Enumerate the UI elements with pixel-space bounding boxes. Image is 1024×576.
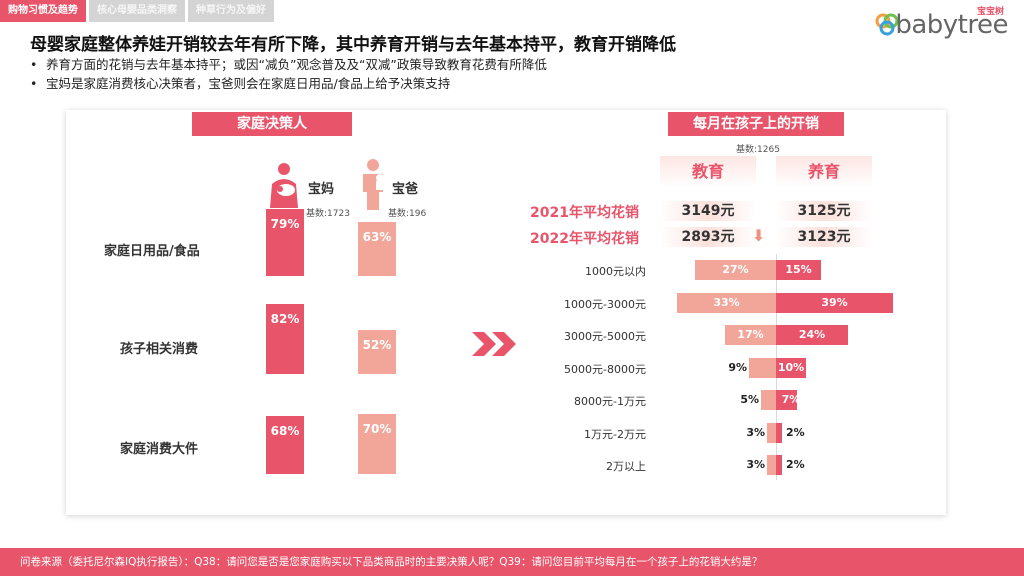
range-label: 1000元以内 bbox=[585, 265, 646, 278]
bar-care-label: 24% bbox=[798, 328, 826, 341]
bar-mom-1: 82% bbox=[266, 304, 304, 374]
logo-icon bbox=[875, 13, 899, 36]
tab-category-insight[interactable]: 核心母婴品类洞察 bbox=[89, 0, 185, 22]
bar-edu-label: 5% bbox=[740, 393, 759, 406]
bar-mom-0: 79% bbox=[266, 209, 304, 276]
spend-title: 每月在孩子上的开销 bbox=[668, 112, 844, 136]
range-label: 5000元-8000元 bbox=[564, 363, 646, 376]
mom-base: 基数:1723 bbox=[306, 209, 350, 219]
bar-edu-label: 17% bbox=[737, 328, 764, 341]
spend-base: 基数:1265 bbox=[736, 145, 780, 155]
page-title: 母婴家庭整体养娃开销较去年有所下降，其中养育开销与去年基本持平，教育开销降低 bbox=[30, 35, 676, 55]
col-head-edu: 教育 bbox=[660, 156, 756, 188]
bar-edu bbox=[749, 358, 776, 378]
bar-edu bbox=[725, 325, 776, 345]
top-tabs: 购物习惯及趋势 核心母婴品类洞察 种草行为及偏好 bbox=[0, 0, 277, 22]
bar-edu-label: 33% bbox=[713, 296, 740, 309]
range-label: 1000元-3000元 bbox=[564, 298, 646, 311]
bar-edu-label: 3% bbox=[746, 458, 765, 471]
bar-edu-label: 3% bbox=[746, 426, 765, 439]
bar-edu bbox=[677, 293, 776, 313]
tab-seeding-behavior[interactable]: 种草行为及偏好 bbox=[188, 0, 274, 22]
bar-care-label: 15% bbox=[785, 263, 812, 276]
avg-edu-2022: 2893元 bbox=[660, 227, 756, 247]
bar-edu bbox=[761, 390, 776, 410]
bar-care-label: 2% bbox=[786, 458, 805, 471]
bar-edu-label: 9% bbox=[728, 361, 747, 374]
bar-edu-label: 27% bbox=[722, 263, 749, 276]
bar-care bbox=[776, 260, 821, 280]
bar-care-label: 39% bbox=[821, 296, 848, 309]
row-label-daily: 家庭日用品/食品 bbox=[104, 244, 200, 259]
dad-label: 宝爸 bbox=[392, 182, 419, 197]
bar-care bbox=[776, 390, 797, 410]
bullet-item: 养育方面的花销与去年基本持平；或因“减负”观念普及及“双减”政策导致教育花费有所… bbox=[30, 55, 547, 74]
bar-dad-0: 63% bbox=[358, 222, 396, 276]
range-label: 3000元-5000元 bbox=[564, 330, 646, 343]
row-label-big: 家庭消费大件 bbox=[120, 442, 199, 457]
avg-care-2021: 3125元 bbox=[776, 201, 872, 221]
bar-care bbox=[776, 423, 782, 443]
avg-care-2022: 3123元 bbox=[776, 227, 872, 247]
logo-sub: 宝宝树 bbox=[976, 7, 1004, 17]
bar-care bbox=[776, 293, 893, 313]
range-label: 2万以上 bbox=[606, 460, 646, 473]
bar-dad-2: 70% bbox=[358, 414, 396, 474]
footer-source: 问卷来源（委托尼尔森IQ执行报告）：Q38：请问您是否是您家庭购买以下品类商品时… bbox=[0, 548, 1024, 576]
bar-care-label: 2% bbox=[786, 426, 805, 439]
bar-care bbox=[776, 455, 782, 475]
tab-shopping-habits[interactable]: 购物习惯及趋势 bbox=[0, 0, 86, 22]
bullet-item: 宝妈是家庭消费核心决策者，宝爸则会在家庭日用品/食品上给予决策支持 bbox=[30, 74, 547, 93]
bar-care bbox=[776, 358, 806, 378]
father-baby-icon bbox=[363, 159, 384, 210]
mother-baby-icon bbox=[270, 163, 298, 208]
bar-care-label: 7% bbox=[781, 393, 801, 406]
down-arrow-icon: ⬇ bbox=[752, 226, 766, 245]
dad-base: 基数:196 bbox=[388, 209, 427, 219]
col-head-care: 养育 bbox=[776, 156, 872, 188]
bar-mom-2: 68% bbox=[266, 416, 304, 474]
avg-label-2022: 2022年平均花销 bbox=[530, 231, 639, 247]
mom-label: 宝妈 bbox=[308, 182, 335, 197]
decision-maker-title: 家庭决策人 bbox=[192, 112, 352, 136]
double-chevron-icon bbox=[472, 332, 516, 356]
row-label-child: 孩子相关消费 bbox=[120, 342, 199, 357]
bar-care-label: 10% bbox=[777, 361, 805, 374]
avg-edu-2021: 3149元 bbox=[660, 201, 756, 221]
avg-label-2021: 2021年平均花销 bbox=[530, 205, 639, 221]
bar-care bbox=[776, 325, 848, 345]
bar-edu bbox=[767, 423, 776, 443]
summary-bullets: 养育方面的花销与去年基本持平；或因“减负”观念普及及“双减”政策导致教育花费有所… bbox=[30, 55, 547, 93]
range-label: 8000元-1万元 bbox=[574, 395, 646, 408]
range-label: 1万元-2万元 bbox=[584, 428, 646, 441]
bar-edu bbox=[695, 260, 776, 280]
logo-text: babytree bbox=[895, 10, 1008, 40]
bar-dad-1: 52% bbox=[358, 330, 396, 374]
bar-edu bbox=[767, 455, 776, 475]
